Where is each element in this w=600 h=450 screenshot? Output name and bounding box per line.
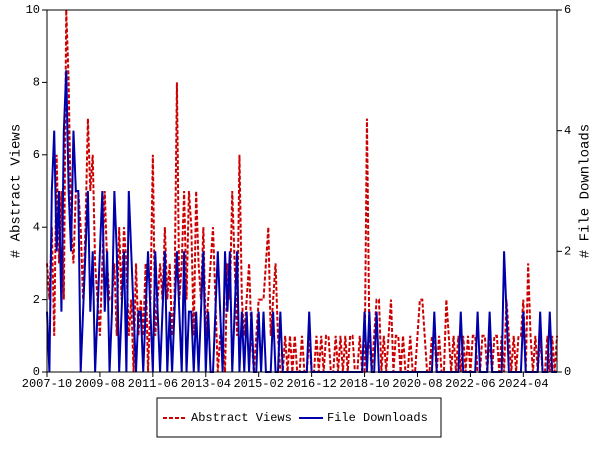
- data-line: [46, 9, 558, 373]
- y2-tick-label: 2: [564, 245, 571, 259]
- x-tick-label: 2011-06: [128, 377, 178, 391]
- x-tick-label: 2022-06: [445, 377, 495, 391]
- x-tick-label: 2015-02: [233, 377, 283, 391]
- x-tick-label: 2013-04: [181, 377, 231, 391]
- y-axis-label: # Abstract Views: [9, 124, 25, 258]
- y2-tick-label: 6: [564, 3, 571, 17]
- legend-label: File Downloads: [327, 411, 428, 425]
- x-tick-label: 2009-08: [75, 377, 125, 391]
- y-tick-label: 0: [33, 365, 40, 379]
- y-tick-label: 8: [33, 76, 40, 90]
- plot-frame: [46, 9, 558, 373]
- x-tick-label: 2016-12: [286, 377, 336, 391]
- y-tick-label: 6: [33, 148, 40, 162]
- data-line: [46, 70, 557, 373]
- y-tick-label: 10: [26, 3, 40, 17]
- x-tick-label: 2020-08: [392, 377, 442, 391]
- x-tick-label: 2018-10: [339, 377, 389, 391]
- y2-tick-label: 0: [564, 365, 571, 379]
- y-tick-label: 4: [33, 220, 40, 234]
- legend-label: Abstract Views: [191, 411, 292, 425]
- x-tick-label: 2024-04: [498, 377, 548, 391]
- y2-tick-label: 4: [564, 124, 571, 138]
- plot-frame-top: [46, 9, 558, 373]
- y2-axis-label: # File Downloads: [578, 124, 594, 258]
- x-tick-label: 2007-10: [22, 377, 72, 391]
- y-tick-label: 2: [33, 293, 40, 307]
